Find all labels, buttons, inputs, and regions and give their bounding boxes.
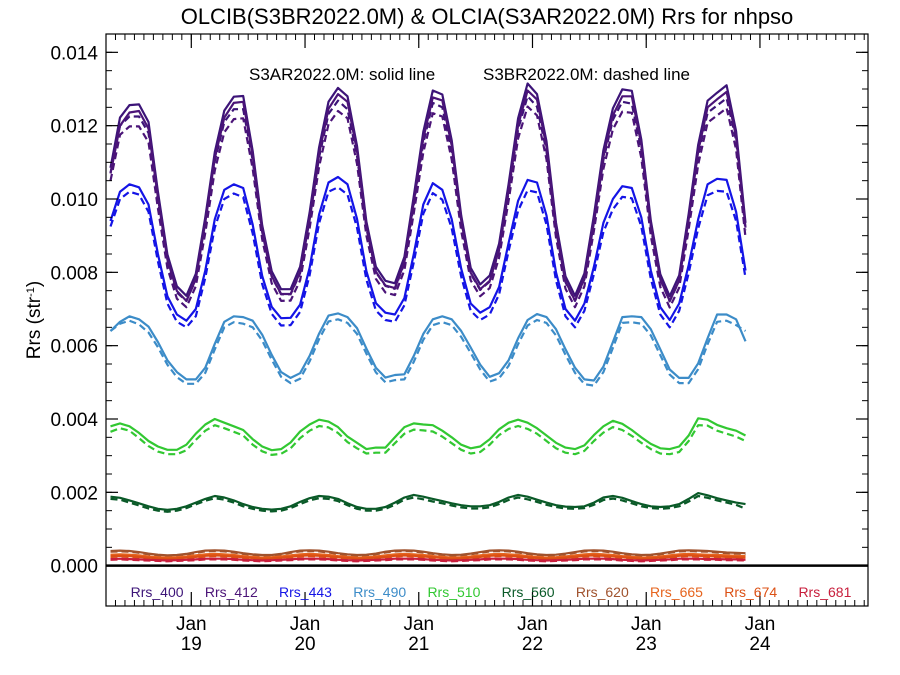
x-tick-label-month: Jan [745, 614, 776, 635]
rrs-412-dashed-line [109, 105, 747, 309]
rrs-560-dashed-line [110, 494, 746, 513]
x-tick-label-year: 23 [636, 634, 657, 655]
legend-label-rrs-681: Rrs_681 [798, 584, 851, 600]
rrs-560-solid-line [110, 492, 746, 511]
x-tick-label-month: Jan [176, 614, 207, 635]
plot-frame [105, 33, 869, 607]
solid-line-annotation: S3AR2022.0M: solid line [249, 65, 435, 84]
rrs-681-dashed-line [110, 558, 746, 563]
legend-label-rrs-490: Rrs_490 [353, 584, 406, 600]
x-tick-label-year: 21 [408, 634, 429, 655]
legend-label-rrs-510: Rrs_510 [427, 584, 480, 600]
y-tick-label: 0.008 [50, 263, 98, 284]
legend-label-rrs-412: Rrs_412 [205, 584, 258, 600]
y-tick-label: 0.004 [50, 410, 98, 431]
chart-title: OLCIB(S3BR2022.0M) & OLCIA(S3AR2022.0M) … [181, 4, 794, 29]
y-axis-title-close: ) [24, 281, 45, 287]
rrs-490-solid-line [109, 312, 747, 382]
rrs-674-dashed-line [110, 554, 746, 561]
rrs-443-solid-line [109, 175, 747, 322]
rrs-490-dashed-line [109, 318, 747, 387]
x-tick-label-year: 24 [749, 634, 771, 655]
x-tick-label-year: 20 [294, 634, 315, 655]
rrs-443-dashed-line [109, 186, 747, 329]
y-tick-label: 0.014 [50, 43, 98, 64]
y-axis-title-main: Rrs (str [24, 296, 45, 359]
rrs-510-solid-line [110, 417, 747, 452]
legend-label-rrs-443: Rrs_443 [279, 584, 332, 600]
legend-label-rrs-560: Rrs_560 [502, 584, 555, 600]
y-axis-title-superscript: -1 [25, 287, 37, 297]
legend: Rrs_400 Rrs_412 Rrs_443 Rrs_490 Rrs_510 Rrs_5… [131, 584, 852, 600]
x-tick-label-month: Jan [290, 614, 321, 635]
y-axis-ticks: 0.000 0.002 0.004 0.006 0.008 0.010 0.012 0.014 [50, 43, 868, 578]
y-tick-label: 0.012 [50, 117, 98, 138]
dashed-line-annotation: S3BR2022.0M: dashed line [483, 65, 690, 84]
y-tick-label: 0.002 [50, 483, 98, 504]
x-tick-label-month: Jan [403, 614, 434, 635]
y-axis-title: Rrs (str-1) [24, 281, 45, 359]
rrs-412-solid-line [109, 89, 747, 302]
x-tick-label-month: Jan [631, 614, 662, 635]
legend-label-rrs-620: Rrs_620 [576, 584, 629, 600]
legend-label-rrs-674: Rrs_674 [724, 584, 777, 600]
rrs-510-dashed-line [110, 424, 746, 456]
plot-area: 0.000 0.002 0.004 0.006 0.008 0.010 0.012 0.014… [50, 33, 869, 655]
y-tick-label: 0.000 [50, 557, 98, 578]
y-tick-label: 0.010 [50, 190, 98, 211]
y-tick-label: 0.006 [50, 337, 98, 358]
x-tick-label-year: 22 [522, 634, 543, 655]
x-tick-label-month: Jan [517, 614, 548, 635]
x-tick-label-year: 19 [181, 634, 202, 655]
series-layer [109, 82, 747, 563]
legend-label-rrs-665: Rrs_665 [650, 584, 703, 600]
legend-label-rrs-400: Rrs_400 [131, 584, 184, 600]
rrs-620-dashed-line [110, 549, 746, 558]
